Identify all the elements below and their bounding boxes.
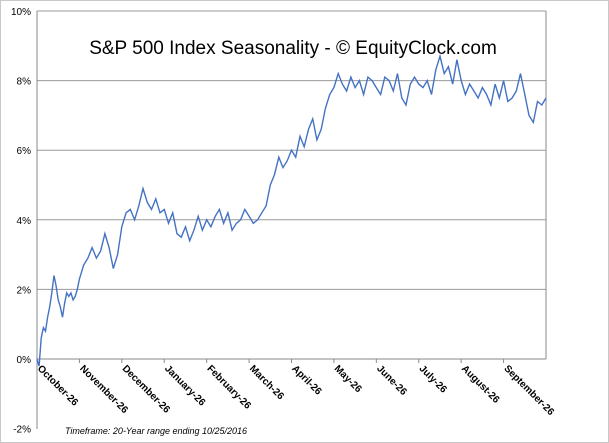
- footnote: Timeframe: 20-Year range ending 10/25/20…: [65, 426, 247, 436]
- x-tick-label: July-26: [417, 363, 449, 395]
- y-tick-label: 10%: [11, 7, 31, 18]
- y-tick-label: 6%: [17, 146, 32, 157]
- series-line: [36, 53, 547, 367]
- y-tick-label: 2%: [17, 285, 32, 296]
- y-tick-labels: -2% 0% 2% 4% 6% 8% 10%: [11, 7, 31, 436]
- x-tick-label: June-26: [374, 363, 409, 398]
- y-tick-label: 8%: [17, 77, 32, 88]
- x-tick-label: April-26: [289, 363, 323, 397]
- x-tick-label: May-26: [332, 363, 364, 395]
- x-tick-label: October-26: [35, 363, 80, 408]
- x-tick-label: February-26: [205, 363, 254, 412]
- y-tick-label: -2%: [13, 425, 31, 436]
- x-tick-label: January-26: [162, 363, 207, 408]
- chart-title: S&P 500 Index Seasonality - © EquityCloc…: [89, 38, 497, 59]
- x-tick-labels: October-26November-26December-26January-…: [35, 363, 556, 418]
- x-tick-label: August-26: [459, 363, 502, 406]
- y-tick-label: 4%: [17, 216, 32, 227]
- x-tick-label: March-26: [247, 363, 286, 402]
- x-tick-label: September-26: [501, 363, 556, 418]
- y-tick-label: 0%: [17, 355, 32, 366]
